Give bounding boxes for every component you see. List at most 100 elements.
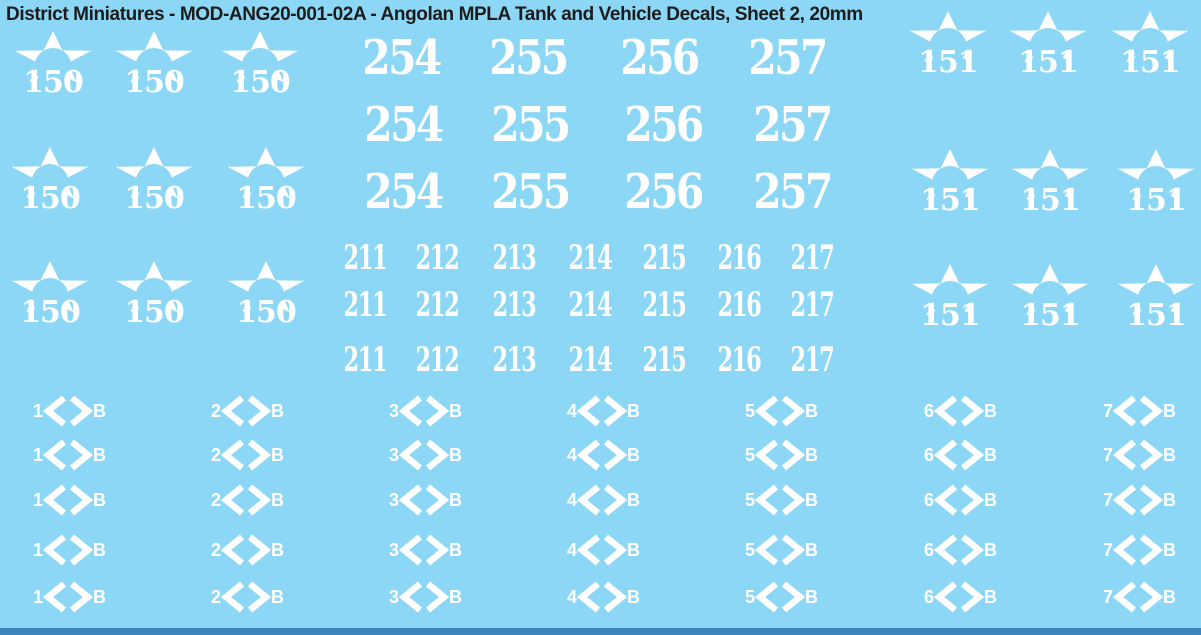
diamond-number-decal: 2 B	[208, 395, 284, 427]
diamond-letter: B	[449, 445, 462, 465]
star-151-decal: 151	[1008, 148, 1092, 216]
diamond-number: 3	[388, 540, 399, 560]
diamond-icon	[1112, 484, 1164, 516]
star-151-decal: 151	[906, 10, 990, 78]
star-circle	[31, 164, 69, 201]
serif-number-decal: 215	[642, 285, 687, 325]
star-number: 151	[1020, 298, 1081, 333]
stencil-number-decal: 255	[491, 97, 571, 153]
diamond-number: 1	[32, 401, 43, 421]
star-151-decal: 151	[1114, 263, 1198, 331]
diamond-number: 4	[566, 445, 577, 465]
star-150-decal: 150	[112, 260, 196, 328]
diamond-letter: B	[271, 587, 284, 607]
star-number: 151	[1020, 183, 1081, 218]
star-number: 151	[1126, 183, 1187, 218]
diamond-letter: B	[449, 401, 462, 421]
diamond-letter: B	[1163, 445, 1176, 465]
star-number: 151	[1018, 45, 1079, 80]
diamond-number: 7	[1102, 540, 1113, 560]
star-151-decal: 151	[908, 263, 992, 331]
diamond-letter: B	[93, 401, 106, 421]
star-150-decal: 150	[224, 146, 308, 214]
diamond-number-decal: 7 B	[1100, 534, 1176, 566]
serif-number-decal: 214	[568, 340, 613, 380]
diamond-letter: B	[449, 490, 462, 510]
diamond-letter: B	[984, 445, 997, 465]
diamond-number-decal: 7 B	[1100, 581, 1176, 613]
stencil-number-decal: 256	[624, 164, 704, 220]
star-150-decal: 150	[8, 260, 92, 328]
stencil-number-decal: 254	[364, 164, 444, 220]
star-150-decal: 150	[8, 146, 92, 214]
serif-number-decal: 213	[492, 285, 537, 325]
star-151-decal: 151	[1114, 148, 1198, 216]
diamond-number: 2	[210, 540, 221, 560]
serif-number-decal: 217	[790, 285, 835, 325]
diamond-number: 6	[923, 540, 934, 560]
diamond-letter: B	[627, 587, 640, 607]
diamond-number-decal: 2 B	[208, 439, 284, 471]
serif-number-decal: 214	[568, 238, 613, 278]
diamond-number-decal: 1 B	[30, 484, 106, 516]
diamond-letter: B	[1163, 587, 1176, 607]
diamond-number: 7	[1102, 401, 1113, 421]
diamond-icon	[1112, 439, 1164, 471]
diamond-letter: B	[805, 490, 818, 510]
diamond-letter: B	[1163, 490, 1176, 510]
diamond-number-decal: 1 B	[30, 395, 106, 427]
diamond-icon	[754, 581, 806, 613]
diamond-letter: B	[984, 587, 997, 607]
stencil-number-decal: 255	[491, 164, 571, 220]
serif-number-decal: 212	[415, 285, 460, 325]
serif-number-decal: 217	[790, 340, 835, 380]
diamond-letter: B	[271, 540, 284, 560]
diamond-number-decal: 1 B	[30, 439, 106, 471]
diamond-letter: B	[93, 587, 106, 607]
diamond-letter: B	[1163, 540, 1176, 560]
serif-number-decal: 216	[717, 285, 762, 325]
diamond-letter: B	[271, 445, 284, 465]
stencil-number-decal: 257	[753, 97, 833, 153]
star-number: 150	[20, 295, 81, 330]
stencil-number-decal: 254	[364, 97, 444, 153]
star-number: 151	[920, 183, 981, 218]
diamond-number-decal: 4 B	[564, 484, 640, 516]
diamond-letter: B	[627, 490, 640, 510]
diamond-number: 6	[923, 445, 934, 465]
star-number: 150	[124, 65, 185, 100]
diamond-letter: B	[271, 490, 284, 510]
serif-number-decal: 216	[717, 238, 762, 278]
diamond-number: 5	[744, 445, 755, 465]
diamond-number: 4	[566, 490, 577, 510]
star-number: 150	[236, 295, 297, 330]
star-150-decal: 150	[112, 30, 196, 98]
star-circle	[247, 164, 285, 201]
star-circle	[1137, 166, 1175, 203]
diamond-number: 6	[923, 401, 934, 421]
diamond-icon	[398, 581, 450, 613]
star-number: 151	[1120, 45, 1181, 80]
diamond-number-decal: 6 B	[921, 395, 997, 427]
stencil-number-decal: 255	[489, 30, 569, 86]
diamond-number-decal: 3 B	[386, 534, 462, 566]
diamond-number-decal: 7 B	[1100, 439, 1176, 471]
star-150-decal: 150	[218, 30, 302, 98]
diamond-number-decal: 3 B	[386, 484, 462, 516]
diamond-number: 3	[388, 490, 399, 510]
diamond-number: 1	[32, 540, 43, 560]
diamond-number: 2	[210, 401, 221, 421]
star-number: 151	[1126, 298, 1187, 333]
star-circle	[247, 278, 285, 315]
star-circle	[929, 28, 967, 65]
diamond-number-decal: 2 B	[208, 534, 284, 566]
diamond-number: 1	[32, 490, 43, 510]
star-circle	[135, 278, 173, 315]
diamond-icon	[754, 534, 806, 566]
diamond-icon	[754, 439, 806, 471]
diamond-number: 7	[1102, 490, 1113, 510]
diamond-number-decal: 3 B	[386, 581, 462, 613]
diamond-number-decal: 6 B	[921, 484, 997, 516]
star-circle	[931, 166, 969, 203]
